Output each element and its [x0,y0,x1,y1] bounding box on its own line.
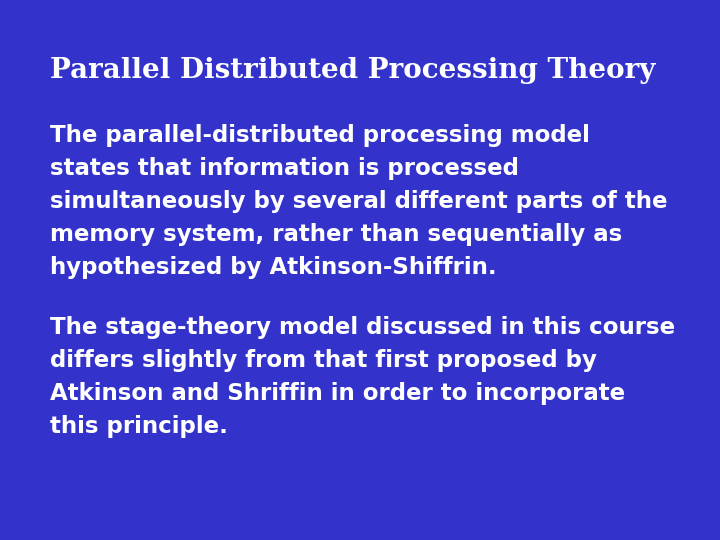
Text: Parallel Distributed Processing Theory: Parallel Distributed Processing Theory [50,57,656,84]
Text: The stage-theory model discussed in this course
differs slightly from that first: The stage-theory model discussed in this… [50,316,675,437]
Text: The parallel-distributed processing model
states that information is processed
s: The parallel-distributed processing mode… [50,124,668,279]
